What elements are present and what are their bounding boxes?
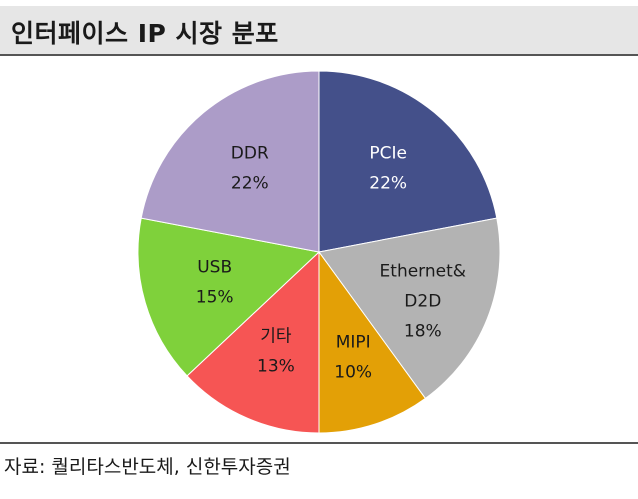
slice-value-label: 18% [404,322,442,342]
slice-category-label: 기타 [260,327,292,347]
pie-slice [318,217,501,400]
slice-value-label: 13% [257,357,295,377]
slice-value-label: 15% [196,287,234,307]
slice-value-label: 22% [369,173,407,193]
slice-value-label: 10% [334,362,372,382]
pie-slice [140,70,320,253]
pie-slice [318,70,498,253]
pie-slices [137,70,501,434]
source-note: 자료: 퀄리타스반도체, 신한투자증권 [4,456,291,478]
chart-title: 인터페이스 IP 시장 분포 [11,19,279,48]
pie-slice [186,250,320,434]
title-bar: 인터페이스 IP 시장 분포 [0,6,638,56]
slice-category-label: MIPI [336,332,371,352]
slice-category-label: D2D [404,292,441,312]
pie-labels: PCIe 22% Ethernet&D2D 18% MIPI 10% 기타 13% USB 15%… [196,143,466,382]
pie-slice [318,250,427,434]
slice-category-label: PCIe [369,143,407,163]
slice-category-label: USB [197,257,232,277]
pie-slice [137,217,321,377]
slice-value-label: 22% [231,173,269,193]
slice-category-label: Ethernet& [380,262,467,282]
footer-divider [0,442,638,444]
slice-category-label: DDR [231,143,269,163]
pie-chart: PCIe 22% Ethernet&D2D 18% MIPI 10% 기타 13% USB 15%… [137,70,501,434]
